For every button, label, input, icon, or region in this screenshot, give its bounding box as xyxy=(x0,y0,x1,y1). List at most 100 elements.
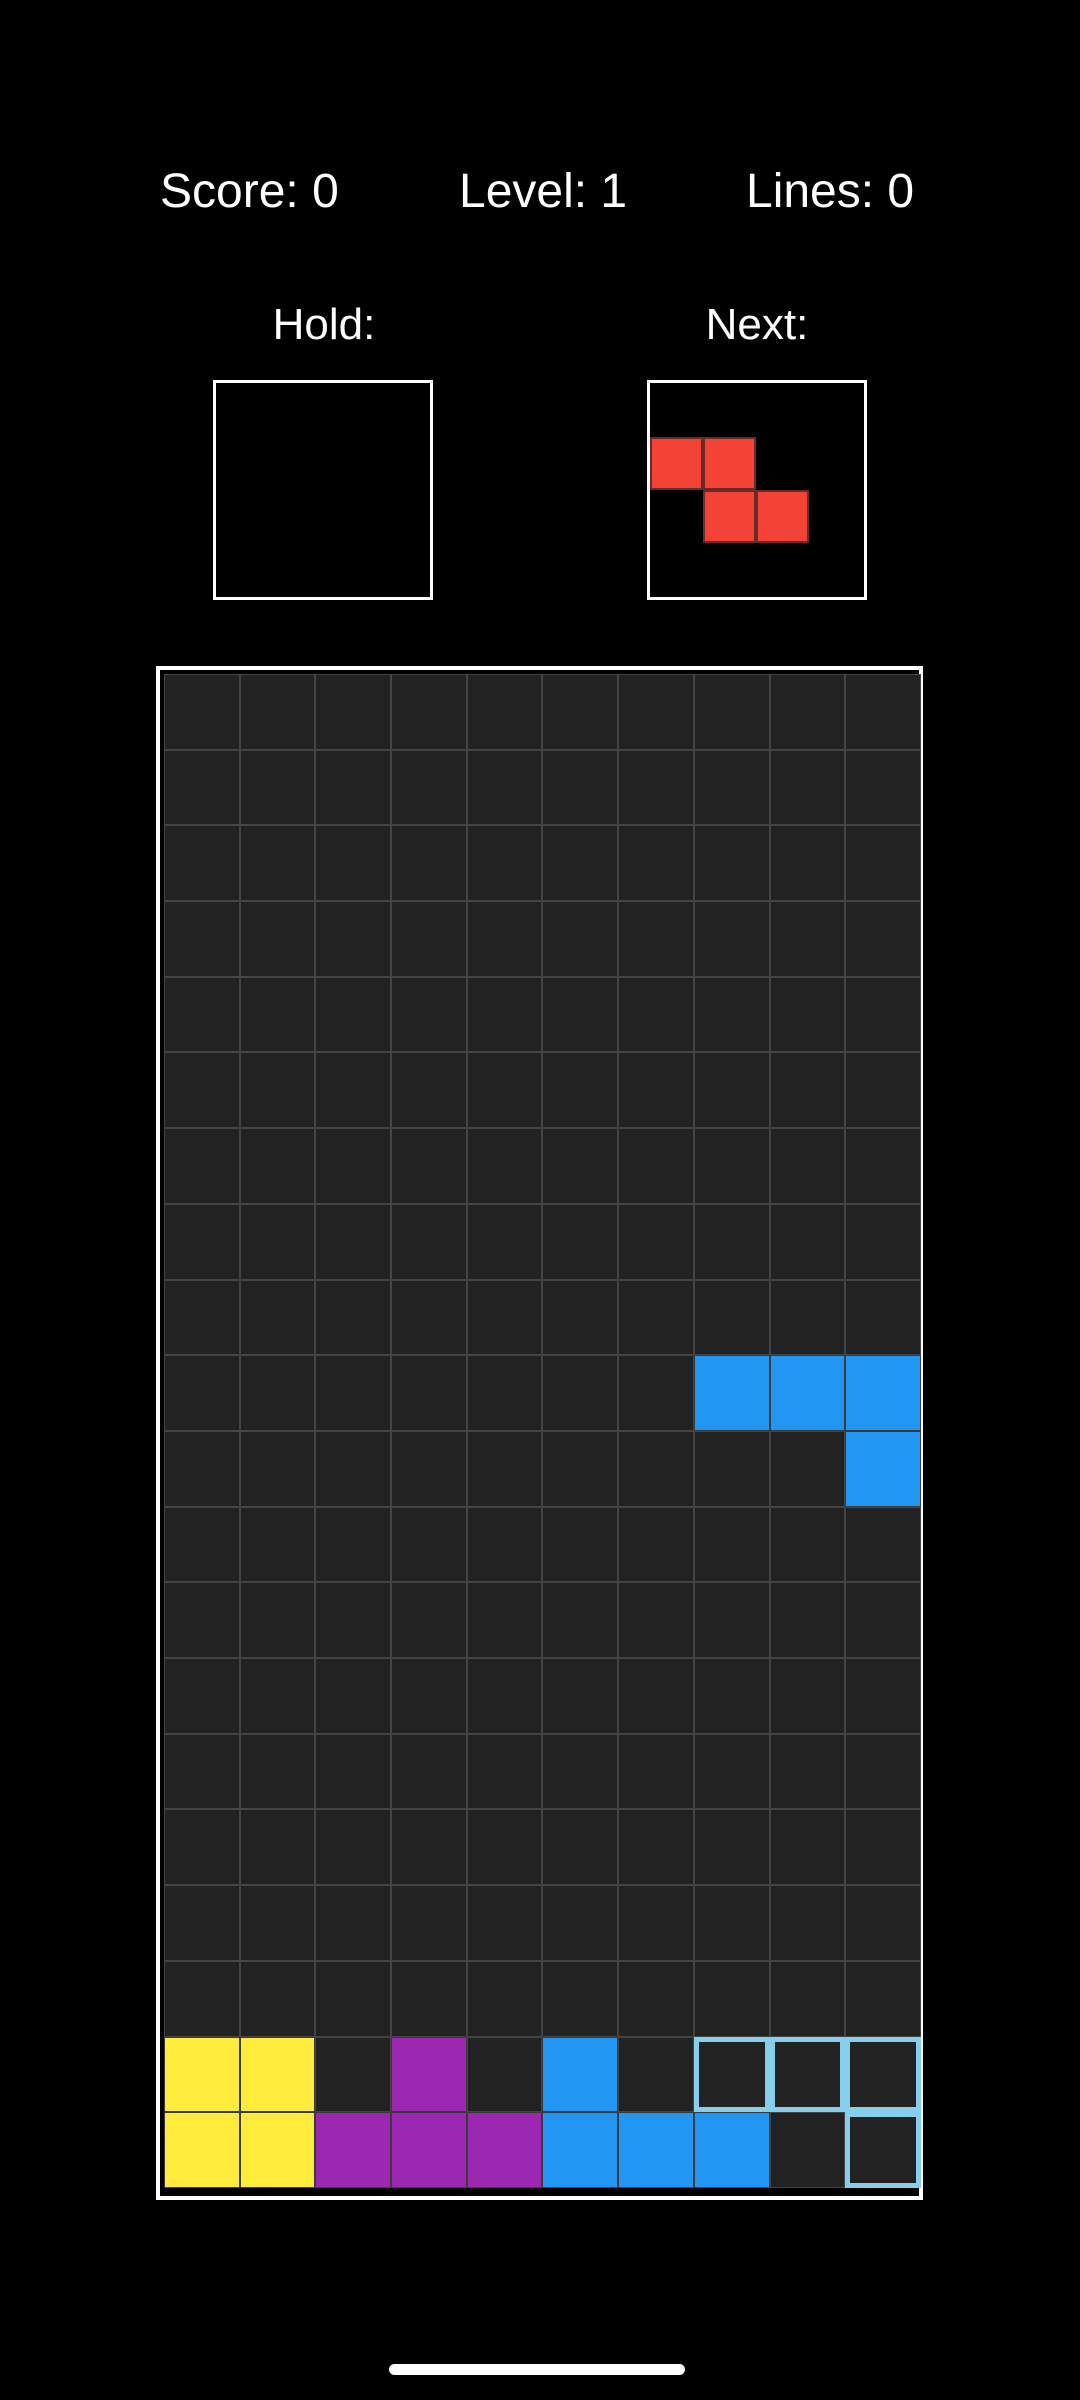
board-cell xyxy=(315,1658,392,1734)
board-cell xyxy=(769,901,846,977)
board-cell xyxy=(315,1809,392,1886)
board-cell xyxy=(466,1128,543,1204)
board-cell xyxy=(769,1733,846,1810)
board-cell xyxy=(239,1506,316,1583)
board-cell xyxy=(164,1355,240,1431)
board-cell xyxy=(164,976,240,1053)
board-cell xyxy=(466,1203,543,1280)
board-cell xyxy=(315,1733,392,1810)
board-cell xyxy=(542,674,619,750)
board-cell xyxy=(769,976,846,1053)
ghost-piece-cell xyxy=(845,2112,921,2188)
board-cell xyxy=(618,1885,694,1961)
board-cell xyxy=(391,1733,467,1810)
board-cell xyxy=(845,1582,921,1659)
board-cell xyxy=(239,1052,316,1129)
board-cell xyxy=(693,1960,770,2037)
next-piece-block xyxy=(703,490,756,543)
board-cell xyxy=(315,825,392,902)
board-cell xyxy=(693,1279,770,1356)
board-cell xyxy=(618,749,694,826)
locked-block xyxy=(542,2112,619,2188)
board-cell xyxy=(618,1582,694,1659)
board-cell xyxy=(239,1658,316,1734)
board-cell xyxy=(239,976,316,1053)
board-cell xyxy=(542,1279,619,1356)
ghost-piece-cell xyxy=(693,2036,770,2113)
board-cell xyxy=(845,1733,921,1810)
board-cell xyxy=(542,1582,619,1659)
active-piece-block xyxy=(845,1355,921,1431)
board-cell xyxy=(769,825,846,902)
board-cell xyxy=(239,1809,316,1886)
board-cell xyxy=(315,1128,392,1204)
board-cell xyxy=(164,674,240,750)
next-label: Next: xyxy=(705,300,809,349)
board-cell xyxy=(391,1203,467,1280)
hold-label: Hold: xyxy=(272,300,376,349)
board-cell xyxy=(542,1355,619,1431)
board-cell xyxy=(466,1355,543,1431)
locked-block xyxy=(542,2036,619,2113)
board-cell xyxy=(769,1960,846,2037)
board-cell xyxy=(769,749,846,826)
board-cell xyxy=(845,901,921,977)
board-cell xyxy=(693,901,770,977)
board-cell xyxy=(845,825,921,902)
board-cell xyxy=(239,1430,316,1507)
board-cell xyxy=(391,976,467,1053)
board-cell xyxy=(542,1052,619,1129)
board-cell xyxy=(466,1960,543,2037)
board-cell xyxy=(391,1430,467,1507)
board-cell xyxy=(315,749,392,826)
board-cell xyxy=(618,1279,694,1356)
board-cell xyxy=(693,749,770,826)
board-cell xyxy=(315,1885,392,1961)
locked-block xyxy=(391,2112,467,2188)
score-display: Score: 0 xyxy=(160,165,339,218)
board-cell xyxy=(164,1885,240,1961)
board-cell xyxy=(466,749,543,826)
home-indicator[interactable] xyxy=(389,2364,685,2375)
board-cell xyxy=(845,1960,921,2037)
board-cell xyxy=(164,1128,240,1204)
locked-block xyxy=(164,2036,240,2113)
board-cell xyxy=(693,1052,770,1129)
board-cell xyxy=(164,1733,240,1810)
board-cell xyxy=(164,1203,240,1280)
board-cell xyxy=(693,1506,770,1583)
board-cell xyxy=(769,2112,846,2188)
board-cell xyxy=(693,1430,770,1507)
board-cell xyxy=(239,901,316,977)
board-cell xyxy=(391,901,467,977)
board-cell xyxy=(466,674,543,750)
board-cell xyxy=(693,976,770,1053)
board-cell xyxy=(239,1203,316,1280)
board-cell xyxy=(466,1809,543,1886)
board-cell xyxy=(466,1279,543,1356)
board-cell xyxy=(164,749,240,826)
board-cell xyxy=(769,1506,846,1583)
board-cell xyxy=(618,1052,694,1129)
next-piece-box xyxy=(647,380,867,600)
board-cell xyxy=(693,1203,770,1280)
board-cell xyxy=(769,1203,846,1280)
board-cell xyxy=(315,1052,392,1129)
board-cell xyxy=(164,1582,240,1659)
board-cell xyxy=(391,1658,467,1734)
board-cell xyxy=(845,1052,921,1129)
board-cell xyxy=(466,1658,543,1734)
game-board[interactable] xyxy=(164,674,921,2188)
board-cell xyxy=(391,825,467,902)
board-cell xyxy=(769,1885,846,1961)
board-cell xyxy=(769,1128,846,1204)
lines-display: Lines: 0 xyxy=(746,165,915,218)
board-cell xyxy=(845,749,921,826)
board-cell xyxy=(466,1506,543,1583)
board-cell xyxy=(769,1052,846,1129)
locked-block xyxy=(164,2112,240,2188)
board-cell xyxy=(618,1658,694,1734)
game-board-frame[interactable] xyxy=(156,666,923,2200)
hold-box[interactable] xyxy=(213,380,433,600)
board-cell xyxy=(845,1885,921,1961)
